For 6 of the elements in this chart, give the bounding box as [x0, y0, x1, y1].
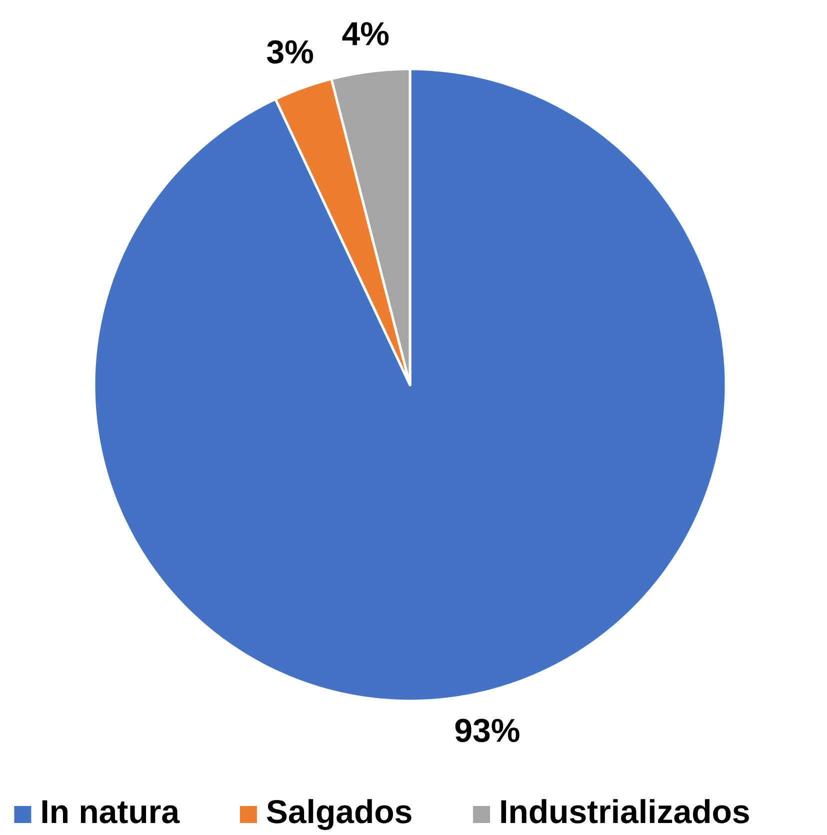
data-label: 4%: [342, 22, 389, 46]
legend-label: Salgados: [266, 799, 412, 830]
data-label: 93%: [455, 718, 520, 742]
data-label: 3%: [266, 40, 314, 64]
legend-label: Industrializados: [501, 799, 749, 824]
legend-label: In natura: [42, 800, 180, 824]
